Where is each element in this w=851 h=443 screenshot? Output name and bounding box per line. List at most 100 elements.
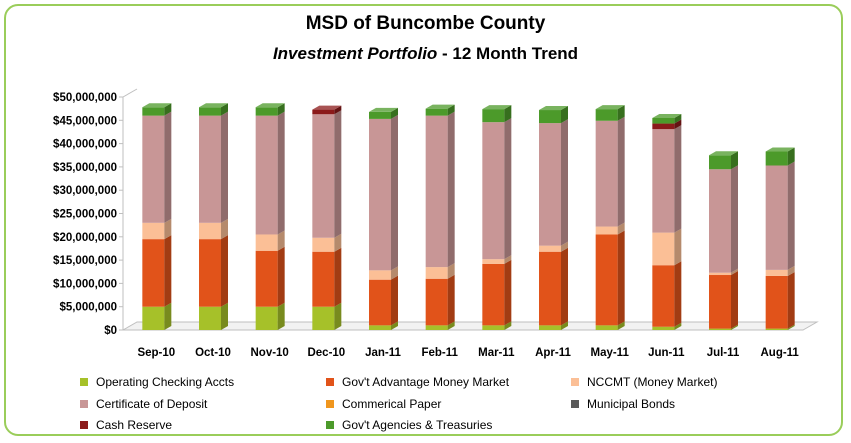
x-tick-label: Apr-11 bbox=[535, 347, 571, 359]
y-tick-label: $20,000,000 bbox=[53, 232, 117, 244]
bar-side bbox=[731, 271, 738, 329]
bar-top bbox=[312, 105, 342, 110]
bar-segment bbox=[539, 110, 561, 124]
bar-segment bbox=[595, 234, 618, 326]
bar-side bbox=[504, 321, 512, 330]
bar-top bbox=[539, 106, 568, 111]
bar-side bbox=[731, 165, 738, 273]
chart-floor bbox=[121, 321, 819, 331]
bar-segment bbox=[595, 226, 618, 235]
bar-segment bbox=[199, 107, 221, 116]
bar-segment bbox=[312, 109, 335, 115]
bar-segment bbox=[255, 306, 278, 330]
bar-side bbox=[277, 111, 285, 235]
bar-side bbox=[164, 302, 172, 330]
y-tick-label: $40,000,000 bbox=[53, 139, 117, 151]
bar-side bbox=[221, 302, 228, 330]
bar-segment bbox=[369, 118, 391, 271]
bar-side bbox=[164, 218, 172, 240]
bar-segment bbox=[765, 275, 788, 329]
bar-side bbox=[731, 268, 738, 276]
bar-side bbox=[277, 302, 285, 330]
x-tick-label: Nov-10 bbox=[250, 347, 288, 359]
chart-title: MSD of Buncombe County bbox=[305, 13, 546, 34]
bar-side bbox=[447, 104, 455, 116]
bar-side bbox=[561, 241, 568, 252]
bar-segment bbox=[369, 270, 391, 280]
bar-side bbox=[221, 218, 228, 240]
bar-segment bbox=[425, 267, 448, 279]
chart-subtitle: Investment Portfolio - 12 Month Trend bbox=[0, 44, 851, 64]
subtitle-italic: Investment Portfolio bbox=[272, 44, 438, 63]
bar-side bbox=[731, 151, 738, 170]
y-tick-label: $45,000,000 bbox=[53, 115, 117, 127]
bar-segment bbox=[539, 325, 561, 330]
y-tick-label: $5,000,000 bbox=[59, 302, 117, 314]
bar-side bbox=[447, 111, 455, 268]
y-tick-label: $15,000,000 bbox=[53, 255, 117, 267]
bar-top bbox=[709, 151, 738, 156]
bar-segment bbox=[482, 259, 505, 264]
x-tick-label: Mar-11 bbox=[478, 347, 515, 359]
bar-segment bbox=[425, 108, 448, 116]
x-tick-label: Oct-10 bbox=[195, 347, 231, 359]
bar-segment bbox=[765, 151, 788, 166]
bar-side bbox=[787, 271, 795, 329]
subtitle-rest: - 12 Month Trend bbox=[437, 44, 579, 63]
x-tick-label: Jun-11 bbox=[648, 347, 685, 359]
bar-side bbox=[447, 263, 455, 279]
bar-segment bbox=[142, 107, 165, 116]
bar-side bbox=[391, 266, 398, 280]
bar-side bbox=[391, 321, 398, 330]
bar-segment bbox=[425, 278, 448, 326]
bar-segment bbox=[142, 239, 165, 307]
bar-segment bbox=[652, 117, 675, 124]
bar-side bbox=[561, 321, 568, 330]
bar-segment bbox=[482, 325, 505, 330]
bar-side bbox=[391, 114, 398, 271]
bar-segment bbox=[199, 306, 221, 330]
bar-segment bbox=[312, 237, 335, 252]
bar-side bbox=[334, 302, 342, 330]
bar-side bbox=[334, 110, 342, 238]
bar-segment bbox=[482, 263, 505, 326]
bar-side bbox=[617, 321, 625, 330]
bar-side bbox=[617, 105, 625, 121]
bar-top bbox=[482, 105, 512, 110]
bar-segment bbox=[142, 115, 165, 223]
bar-segment bbox=[709, 169, 731, 273]
bar-segment bbox=[595, 120, 618, 227]
bar-segment bbox=[539, 251, 561, 326]
bar-segment bbox=[709, 155, 731, 170]
bar-side bbox=[674, 113, 682, 124]
bar-top bbox=[199, 103, 228, 108]
x-tick-label: Jul-11 bbox=[707, 347, 740, 359]
bar-top bbox=[425, 104, 455, 109]
bar-side bbox=[731, 324, 738, 330]
bar-side bbox=[277, 246, 285, 307]
bar-side bbox=[334, 247, 342, 307]
bar-side bbox=[504, 105, 512, 123]
bar-segment bbox=[199, 115, 221, 223]
bar-top bbox=[595, 105, 625, 110]
bar-side bbox=[674, 228, 682, 266]
bar-segment bbox=[369, 325, 391, 330]
bar-segment bbox=[199, 222, 221, 240]
bar-side bbox=[391, 107, 398, 119]
y-tick-label: $0 bbox=[104, 325, 117, 337]
bar-segment bbox=[652, 232, 675, 266]
bar-top bbox=[369, 107, 398, 112]
bar-side bbox=[221, 103, 228, 116]
bar-segment bbox=[255, 107, 278, 116]
bar-segment bbox=[482, 122, 505, 260]
x-tick-label: Aug-11 bbox=[760, 347, 799, 359]
bar-segment bbox=[709, 328, 731, 330]
bar-side bbox=[787, 265, 795, 276]
bar-side bbox=[277, 103, 285, 116]
bar-segment bbox=[369, 111, 391, 119]
bar-segment bbox=[652, 265, 675, 327]
y-axis-top-edge bbox=[122, 88, 138, 98]
bar-side bbox=[561, 106, 568, 124]
x-tick-label: Sep-10 bbox=[137, 347, 175, 359]
bar-side bbox=[447, 274, 455, 326]
